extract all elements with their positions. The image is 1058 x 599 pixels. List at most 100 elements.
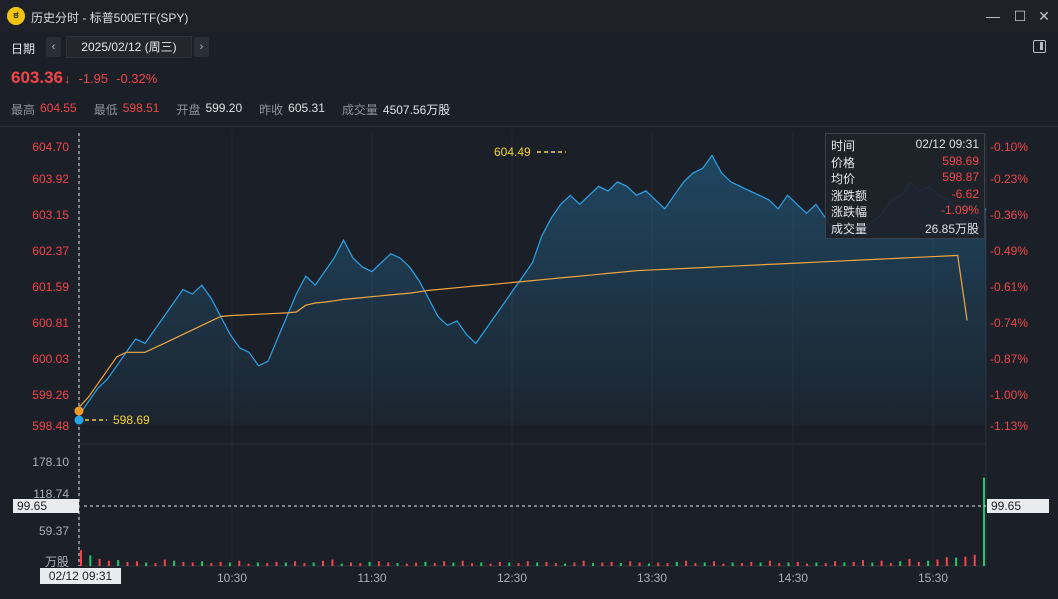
date-picker[interactable]: 2025/02/12 (周三) (66, 36, 192, 58)
stat-volume-value: 4507.56万股 (382, 103, 451, 117)
tooltip-changepct-label: 涨跌幅 (831, 205, 868, 220)
volume-bar (713, 561, 715, 566)
next-day-button[interactable]: › (194, 37, 209, 57)
price-change-pct: -0.32% (116, 71, 158, 86)
stats-row: 最高 604.55 最低 598.51 开盘 599.20 昨收 605.31 … (11, 101, 467, 117)
volume-bar (592, 563, 594, 566)
volume-bar (331, 559, 334, 566)
minimize-button[interactable]: — (986, 8, 1000, 24)
close-button[interactable]: ✕ (1038, 8, 1050, 24)
volume-bar (834, 561, 837, 566)
tooltip-change-value: -6.62 (951, 186, 979, 201)
volume-bar (750, 561, 753, 566)
volume-bar (396, 563, 399, 566)
volume-unit: 万股 (44, 555, 69, 569)
pct-tick: -0.87% (990, 352, 1029, 366)
price-tick: 600.81 (32, 316, 69, 330)
tooltip-avg-value: 598.87 (942, 170, 979, 185)
volume-bar (889, 563, 892, 566)
volume-bar (768, 560, 771, 566)
volume-bar (126, 561, 129, 566)
volume-bar (955, 557, 958, 566)
volume-bar (675, 561, 678, 566)
data-tooltip: 时间 02/12 09:31 价格 598.69 均价 598.87 涨跌额 -6.62… (825, 133, 985, 239)
volume-bar (536, 562, 539, 566)
volume-bar (415, 562, 418, 566)
volume-bar (619, 563, 622, 566)
volume-bar (89, 555, 92, 566)
volume-bar (471, 563, 473, 566)
stat-high-label: 最高 (11, 103, 36, 117)
volume-bar (741, 563, 743, 566)
stat-low-value: 598.51 (122, 101, 160, 115)
price-tick: 598.48 (32, 419, 69, 433)
stat-volume-label: 成交量 (341, 103, 378, 117)
volume-bar (824, 563, 827, 566)
volume-bar (517, 563, 520, 566)
volume-bar (340, 563, 343, 566)
tooltip-avg-label: 均价 (831, 172, 856, 187)
volume-bar (145, 562, 148, 566)
pct-tick: -0.23% (990, 172, 1029, 186)
prev-day-button[interactable]: ‹ (46, 37, 61, 57)
volume-bar (489, 563, 492, 566)
tooltip-volume-value: 26.85万股 (924, 221, 979, 236)
volume-bar (694, 563, 697, 566)
price-point-marker (74, 415, 84, 425)
volume-bar (368, 561, 371, 566)
volume-bar (480, 562, 483, 566)
volume-bar (107, 560, 110, 566)
volume-bar (387, 562, 390, 566)
price-tick: 599.26 (32, 388, 69, 402)
volume-bar (294, 561, 297, 566)
volume-bar (80, 550, 82, 566)
price-tick: 600.03 (32, 352, 69, 366)
maximize-button[interactable]: ☐ (1013, 8, 1027, 24)
volume-bar (647, 563, 650, 566)
time-tick: 15:30 (917, 571, 949, 585)
volume-bar (461, 560, 464, 566)
volume-bar (554, 563, 557, 566)
crosshair-level-right: 99.65 (987, 499, 1049, 513)
volume-bar (238, 560, 241, 566)
volume-bar (936, 559, 939, 566)
date-toolbar: 日期 ‹ 2025/02/12 (周三) › (0, 32, 1058, 62)
volume-bar (880, 560, 883, 566)
volume-bar (852, 561, 855, 566)
volume-bar (359, 563, 362, 566)
crosshair-time-label: 02/12 09:31 (40, 568, 121, 584)
volume-bar (173, 560, 176, 566)
volume-bar (219, 561, 222, 566)
avg-point-marker (74, 406, 84, 416)
price-tick: 601.59 (32, 280, 69, 294)
volume-bar (862, 560, 864, 566)
tooltip-time-value: 02/12 09:31 (915, 137, 979, 151)
stat-high-value: 604.55 (40, 101, 77, 115)
price-tick: 603.15 (32, 208, 69, 222)
pct-tick: -1.00% (990, 388, 1029, 402)
peak-price-label: 604.49 (494, 145, 531, 159)
volume-bar (917, 561, 920, 566)
volume-bar (666, 563, 669, 566)
tooltip-change-label: 涨跌额 (831, 188, 868, 203)
volume-bar (731, 562, 734, 566)
volume-bar (573, 562, 576, 566)
volume-bar (98, 558, 101, 566)
stat-open-label: 开盘 (176, 103, 201, 117)
volume-bar (284, 562, 287, 566)
volume-bar (452, 562, 455, 566)
volume-bar (182, 561, 185, 566)
price-tick: 604.70 (32, 140, 69, 154)
volume-bar (983, 477, 985, 566)
price-change: -1.95 (78, 71, 109, 86)
volume-bar (759, 562, 762, 566)
volume-bar (610, 561, 613, 566)
current-price-label: 598.69 (113, 413, 150, 427)
price-tick: 603.92 (32, 172, 69, 186)
pct-tick: -1.13% (990, 419, 1029, 433)
volume-bar (908, 558, 911, 566)
side-panel-toggle-icon[interactable] (1033, 40, 1046, 53)
volume-bar (927, 560, 930, 566)
volume-bar (815, 562, 818, 566)
